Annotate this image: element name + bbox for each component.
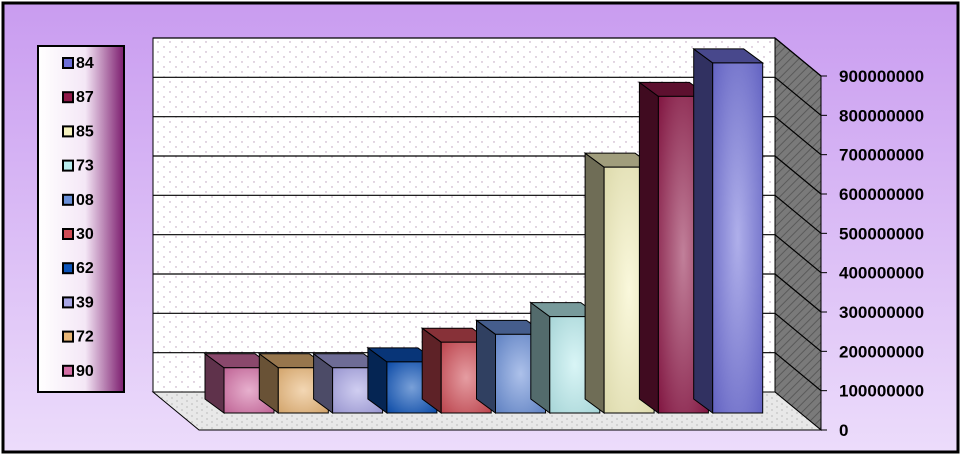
legend-entry-90: 90 bbox=[62, 363, 94, 380]
bar-side bbox=[584, 152, 605, 414]
legend-label: 72 bbox=[76, 329, 94, 346]
gridline-side bbox=[774, 155, 822, 195]
y-tick-label: 600000000 bbox=[839, 185, 924, 204]
bar-84 bbox=[692, 47, 765, 414]
gridline-side bbox=[774, 312, 822, 352]
y-tick-label: 700000000 bbox=[839, 146, 924, 165]
legend-swatch bbox=[62, 91, 74, 104]
legend-swatch bbox=[62, 330, 74, 343]
y-tick-label: 400000000 bbox=[839, 264, 924, 283]
gridline-side bbox=[774, 194, 822, 234]
bar-side bbox=[476, 319, 496, 414]
legend-swatch bbox=[62, 57, 74, 69]
legend-label: 62 bbox=[76, 260, 94, 277]
legend-entry-73: 73 bbox=[62, 158, 94, 175]
bar-side bbox=[693, 47, 714, 414]
bar-side bbox=[421, 327, 442, 414]
legend-label: 90 bbox=[76, 363, 94, 380]
bar-side bbox=[530, 301, 551, 414]
gridline-side bbox=[774, 234, 822, 274]
legend-entry-87: 87 bbox=[62, 89, 94, 106]
bar-front bbox=[712, 62, 764, 414]
legend-entry-84: 84 bbox=[62, 55, 94, 72]
legend: 84 87 85 73 08 30 62 39 72 90 bbox=[37, 45, 125, 393]
bars bbox=[203, 47, 765, 414]
legend-entry-85: 85 bbox=[62, 123, 94, 140]
legend-swatch bbox=[62, 228, 74, 240]
y-tick-label: 200000000 bbox=[839, 342, 924, 361]
legend-swatch bbox=[62, 159, 74, 172]
gridline-side bbox=[774, 76, 822, 116]
legend-entry-72: 72 bbox=[62, 329, 94, 346]
y-tick-label: 900000000 bbox=[839, 67, 924, 86]
legend-label: 08 bbox=[76, 192, 94, 209]
legend-entry-39: 39 bbox=[62, 294, 94, 311]
legend-label: 87 bbox=[76, 89, 94, 106]
legend-entry-30: 30 bbox=[62, 226, 94, 243]
legend-box bbox=[37, 45, 125, 393]
legend-label: 84 bbox=[76, 55, 94, 72]
y-tick-label: 800000000 bbox=[839, 106, 924, 125]
legend-swatch bbox=[62, 193, 74, 206]
gridline-side bbox=[774, 273, 822, 313]
legend-label: 39 bbox=[76, 294, 94, 311]
y-tick-label: 300000000 bbox=[839, 303, 924, 322]
legend-swatch bbox=[62, 364, 74, 377]
y-tick-label: 0 bbox=[839, 421, 848, 440]
legend-entry-08: 08 bbox=[62, 192, 94, 209]
legend-swatch bbox=[62, 125, 74, 138]
gridline-side bbox=[774, 116, 822, 156]
gridline-side bbox=[774, 352, 822, 392]
y-axis-ticks: 0 100000000 200000000 300000000 400000000 500… bbox=[820, 67, 924, 440]
gridline-side bbox=[774, 37, 822, 77]
legend-label: 73 bbox=[76, 158, 94, 175]
y-tick-label: 100000000 bbox=[839, 382, 924, 401]
legend-swatch bbox=[62, 262, 74, 275]
legend-entry-62: 62 bbox=[62, 260, 94, 277]
legend-swatch bbox=[62, 296, 74, 309]
bar-side bbox=[638, 81, 659, 414]
legend-label: 30 bbox=[76, 226, 94, 243]
y-tick-label: 500000000 bbox=[839, 224, 924, 243]
legend-label: 85 bbox=[76, 123, 94, 140]
